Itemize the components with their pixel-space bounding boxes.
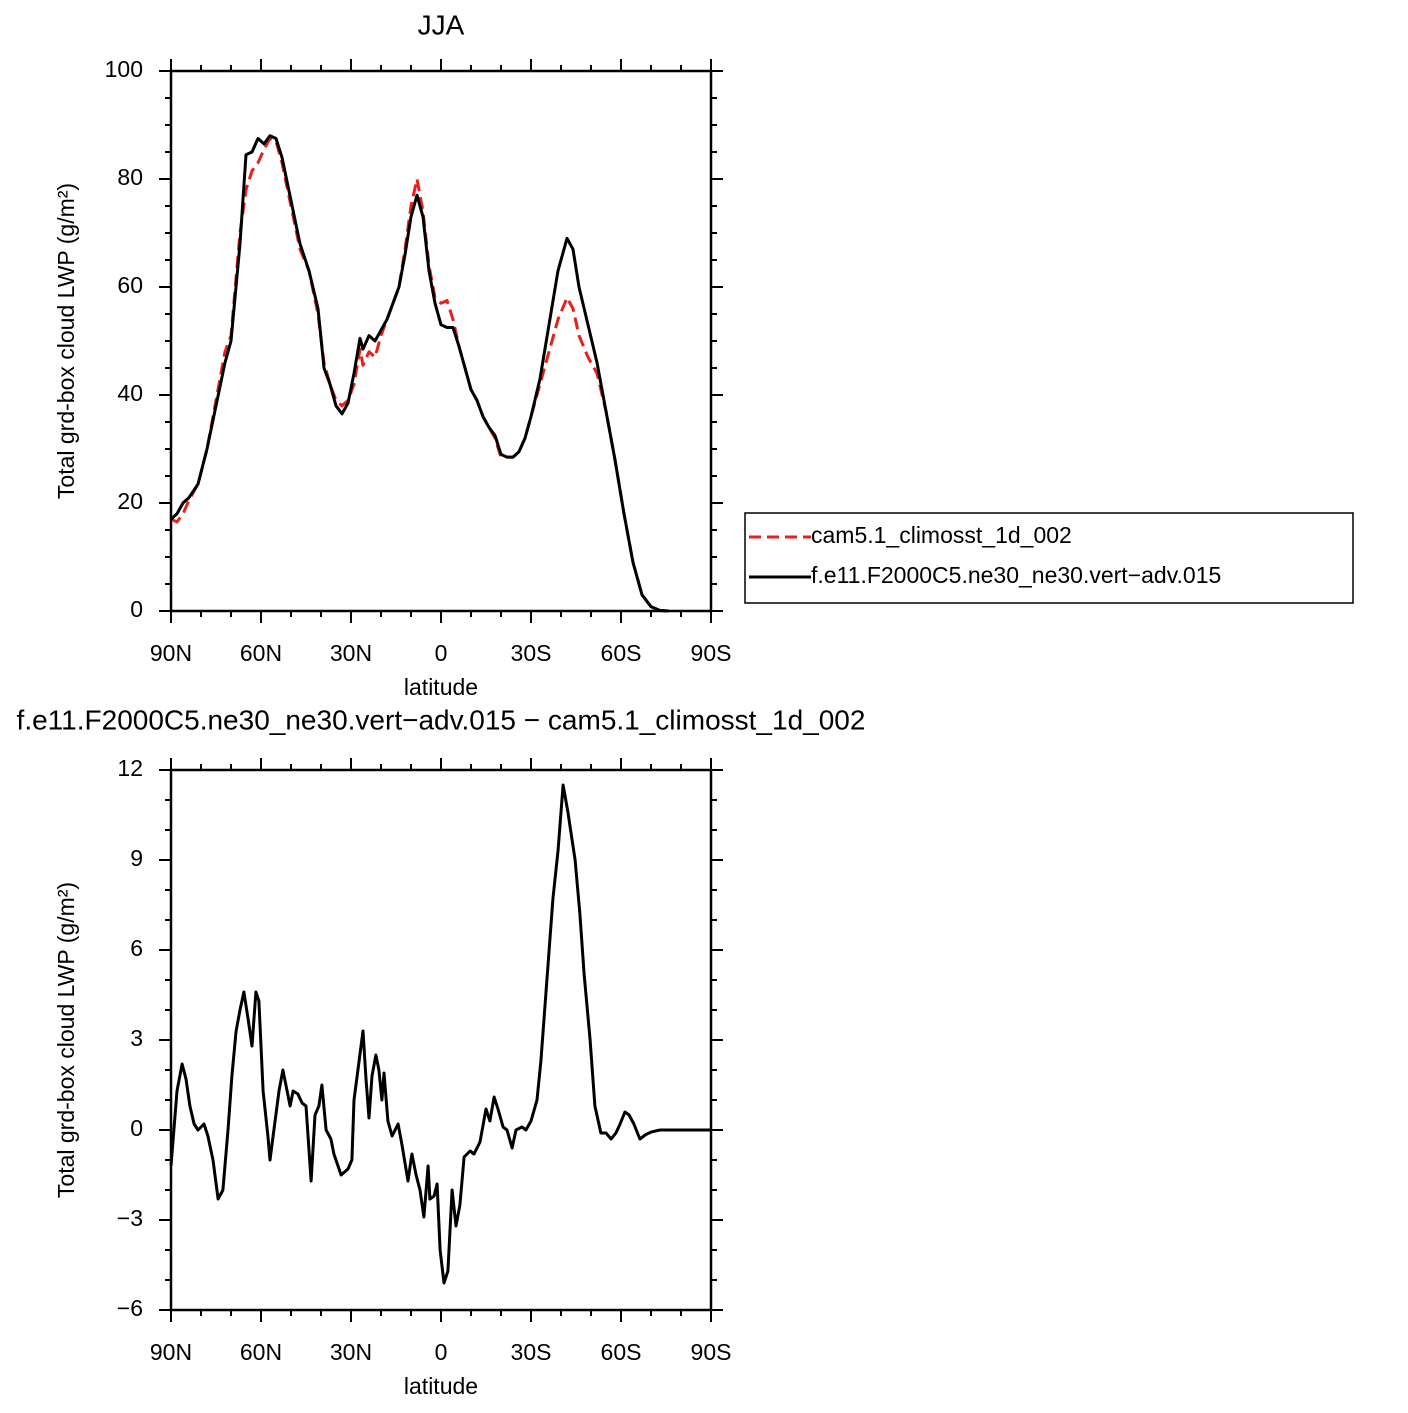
data-line bbox=[170, 137, 670, 613]
y-tick-label: 3 bbox=[130, 1025, 143, 1051]
x-tick-label: 90S bbox=[691, 1339, 732, 1365]
chart-title: JJA bbox=[418, 9, 465, 40]
chart-title: f.e11.F2000C5.ne30_ne30.vert−adv.015 − c… bbox=[17, 704, 866, 735]
y-tick-label: 0 bbox=[130, 1115, 143, 1141]
data-line bbox=[169, 134, 670, 613]
plot-frame bbox=[169, 69, 713, 613]
y-tick-label: 12 bbox=[117, 755, 143, 781]
plot-frame bbox=[169, 768, 713, 1312]
legend-box bbox=[744, 512, 1354, 604]
y-axis-label: Total grd-box cloud LWP (g/m²) bbox=[53, 183, 79, 499]
x-tick-label: 90N bbox=[150, 1339, 192, 1365]
x-tick-label: 90S bbox=[691, 640, 732, 666]
y-tick-label: 6 bbox=[130, 935, 143, 961]
y-tick-label: 0 bbox=[130, 596, 143, 622]
y-tick-label: −6 bbox=[117, 1295, 143, 1321]
y-tick-label: 9 bbox=[130, 845, 143, 871]
x-axis-label: latitude bbox=[404, 1373, 478, 1399]
legend-label: f.e11.F2000C5.ne30_ne30.vert−adv.015 bbox=[811, 562, 1221, 588]
y-tick-label: 20 bbox=[117, 488, 143, 514]
y-tick-label: 40 bbox=[117, 380, 143, 406]
x-axis-label: latitude bbox=[404, 674, 478, 700]
x-tick-label: 60N bbox=[240, 1339, 282, 1365]
x-tick-label: 0 bbox=[435, 1339, 448, 1365]
x-tick-label: 30N bbox=[330, 640, 372, 666]
legend-label: cam5.1_climosst_1d_002 bbox=[811, 522, 1072, 548]
x-tick-label: 60S bbox=[601, 640, 642, 666]
x-tick-label: 30N bbox=[330, 1339, 372, 1365]
x-tick-label: 0 bbox=[435, 640, 448, 666]
x-tick-label: 60N bbox=[240, 640, 282, 666]
y-tick-label: 100 bbox=[105, 56, 143, 82]
data-line bbox=[169, 783, 711, 1285]
y-axis-label: Total grd-box cloud LWP (g/m²) bbox=[53, 882, 79, 1198]
y-tick-label: 80 bbox=[117, 164, 143, 190]
x-tick-label: 60S bbox=[601, 1339, 642, 1365]
x-tick-label: 30S bbox=[511, 1339, 552, 1365]
x-tick-label: 90N bbox=[150, 640, 192, 666]
y-tick-label: −3 bbox=[117, 1205, 143, 1231]
x-tick-label: 30S bbox=[511, 640, 552, 666]
y-tick-label: 60 bbox=[117, 272, 143, 298]
